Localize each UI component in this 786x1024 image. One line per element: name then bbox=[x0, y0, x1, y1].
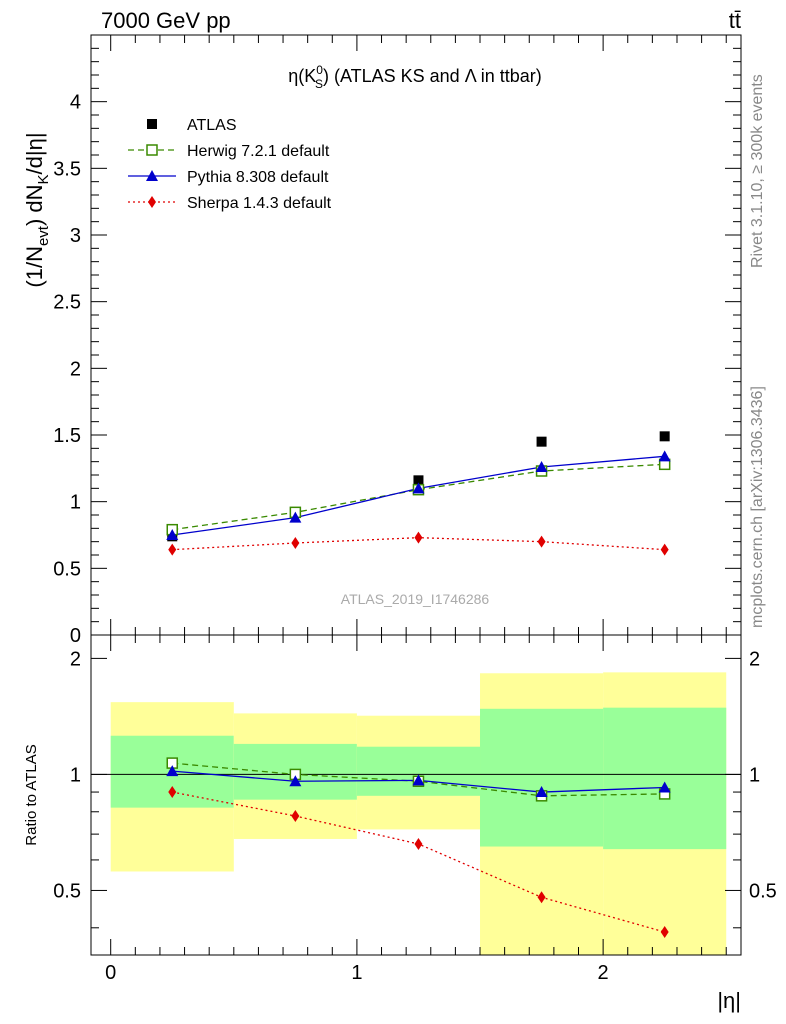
y-tick-label: 2 bbox=[70, 358, 81, 380]
title-main: η(K bbox=[288, 66, 316, 86]
top-ylabel: (1/Nevt) dNK/d|η| bbox=[22, 132, 52, 287]
point-pythia bbox=[535, 461, 548, 472]
point-sherpa bbox=[291, 537, 300, 549]
point-atlas bbox=[413, 475, 424, 486]
point-sherpa bbox=[537, 535, 546, 548]
header-process: tt̄ bbox=[729, 8, 741, 33]
legend-label-herwig: Herwig 7.2.1 default bbox=[187, 143, 330, 160]
x-tick-label: 0 bbox=[105, 962, 116, 984]
rivet-label: Rivet 3.1.10, ≥ 300k events bbox=[749, 74, 766, 268]
x-tick-label: 2 bbox=[598, 962, 609, 984]
y-tick-label: 3 bbox=[70, 225, 81, 247]
title-sup: 0 bbox=[316, 63, 323, 77]
top-title: η(K0 S) (ATLAS KS and Λ in ttbar) bbox=[288, 63, 542, 91]
band-inner bbox=[603, 707, 727, 850]
legend-marker-pythia bbox=[146, 170, 158, 181]
ratio-point-sherpa bbox=[168, 786, 177, 799]
point-sherpa bbox=[660, 543, 669, 556]
header-energy: 7000 GeV pp bbox=[101, 8, 231, 33]
band-inner bbox=[480, 708, 604, 847]
ylabel-sub2: K bbox=[35, 174, 52, 184]
point-pythia bbox=[412, 482, 425, 494]
ratio-y-tick-label: 0.5 bbox=[53, 880, 81, 902]
legend-label-pythia: Pythia 8.308 default bbox=[187, 169, 329, 186]
analysis-watermark: ATLAS_2019_I1746286 bbox=[341, 591, 490, 607]
ratio-ylabel: Ratio to ATLAS bbox=[23, 744, 40, 845]
legend: ATLAS Herwig 7.2.1 default Pythia 8.308 de… bbox=[128, 117, 332, 212]
y-tick-label: 2.5 bbox=[53, 292, 81, 314]
y-tick-label: 4 bbox=[70, 92, 81, 114]
series-line-herwig bbox=[172, 463, 665, 531]
ratio-series-markers bbox=[166, 757, 671, 939]
ratio-y-tick-label: 1 bbox=[70, 764, 81, 786]
legend-marker-atlas bbox=[147, 119, 157, 129]
y-tick-label: 1 bbox=[70, 492, 81, 514]
ratio-point-pythia bbox=[658, 781, 671, 793]
ratio-y-tick-label-right: 0.5 bbox=[749, 880, 777, 902]
ratio-y-tick-label-right: 2 bbox=[749, 648, 760, 670]
ratio-point-sherpa bbox=[414, 837, 423, 850]
point-atlas bbox=[536, 436, 547, 447]
x-tick-label: 1 bbox=[351, 962, 362, 984]
ylabel-c: /d|η| bbox=[22, 132, 47, 174]
band-inner bbox=[356, 746, 481, 796]
mcplots-label: mcplots.cern.ch [arXiv:1306.3436] bbox=[749, 386, 766, 628]
legend-marker-sherpa bbox=[148, 196, 156, 208]
bottom-frame bbox=[90, 634, 742, 956]
ratio-y-tick-label: 2 bbox=[70, 648, 81, 670]
point-sherpa bbox=[414, 531, 423, 544]
point-pythia bbox=[166, 529, 179, 540]
y-tick-label: 1.5 bbox=[53, 425, 81, 447]
ratio-point-pythia bbox=[412, 774, 425, 786]
y-tick-label: 3.5 bbox=[53, 158, 81, 180]
point-pythia bbox=[658, 450, 671, 462]
ratio-point-pythia bbox=[535, 786, 548, 798]
ratio-point-sherpa bbox=[537, 891, 546, 904]
ratio-axis-ticks: 0.5 0.5 1 1 2 2 0 1 2 bbox=[53, 635, 777, 984]
legend-label-sherpa: Sherpa 1.4.3 default bbox=[187, 195, 332, 212]
top-series-markers bbox=[166, 431, 671, 556]
ratio-point-sherpa bbox=[660, 926, 669, 939]
title-sub: S bbox=[315, 77, 323, 91]
ratio-point-sherpa bbox=[291, 810, 300, 823]
x-axis-label: |η| bbox=[717, 988, 741, 1013]
ratio-line-herwig bbox=[172, 762, 665, 797]
ratio-point-pythia bbox=[289, 775, 302, 787]
ylabel-b: ) dN bbox=[22, 184, 47, 226]
ylabel-sub1: evt bbox=[35, 225, 52, 246]
ratio-bands bbox=[110, 672, 727, 955]
ratio-point-pythia bbox=[166, 765, 179, 777]
y-tick-label: 0.5 bbox=[53, 558, 81, 580]
title-rest: ) (ATLAS KS and Λ in ttbar) bbox=[323, 66, 542, 86]
ylabel-a: (1/N bbox=[22, 246, 47, 288]
top-axis-ticks: 0 0.5 1 1.5 2 2.5 3 3.5 4 bbox=[53, 34, 741, 647]
ratio-y-tick-label-right: 1 bbox=[749, 764, 760, 786]
legend-marker-herwig bbox=[146, 144, 158, 156]
point-sherpa bbox=[168, 543, 177, 556]
point-pythia bbox=[289, 511, 302, 523]
y-tick-label: 0 bbox=[70, 625, 81, 647]
point-atlas bbox=[659, 431, 670, 442]
legend-label-atlas: ATLAS bbox=[187, 117, 237, 134]
